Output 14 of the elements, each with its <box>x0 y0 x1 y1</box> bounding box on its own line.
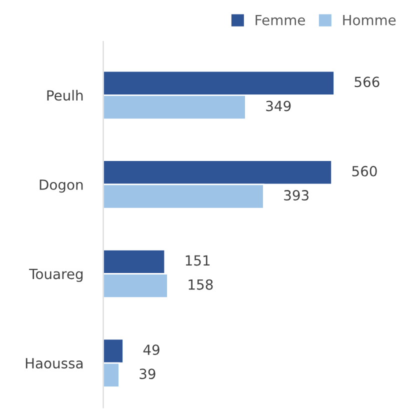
legend-label: Homme <box>343 15 396 26</box>
data-label: 158 <box>188 279 213 290</box>
y-tick-label: Haoussa <box>26 358 83 369</box>
data-label: 560 <box>352 166 377 176</box>
y-tick-label: Dogon <box>40 180 83 193</box>
data-label: 39 <box>140 368 156 380</box>
data-label: 393 <box>284 190 308 201</box>
data-label: 151 <box>186 255 210 266</box>
data-label: 349 <box>266 100 291 112</box>
data-label: 49 <box>143 344 160 356</box>
data-label: 566 <box>354 76 380 88</box>
y-tick-label: Touareg <box>29 268 83 282</box>
legend-label: Femme <box>256 15 305 26</box>
y-tick-label: Peulh <box>47 90 83 101</box>
